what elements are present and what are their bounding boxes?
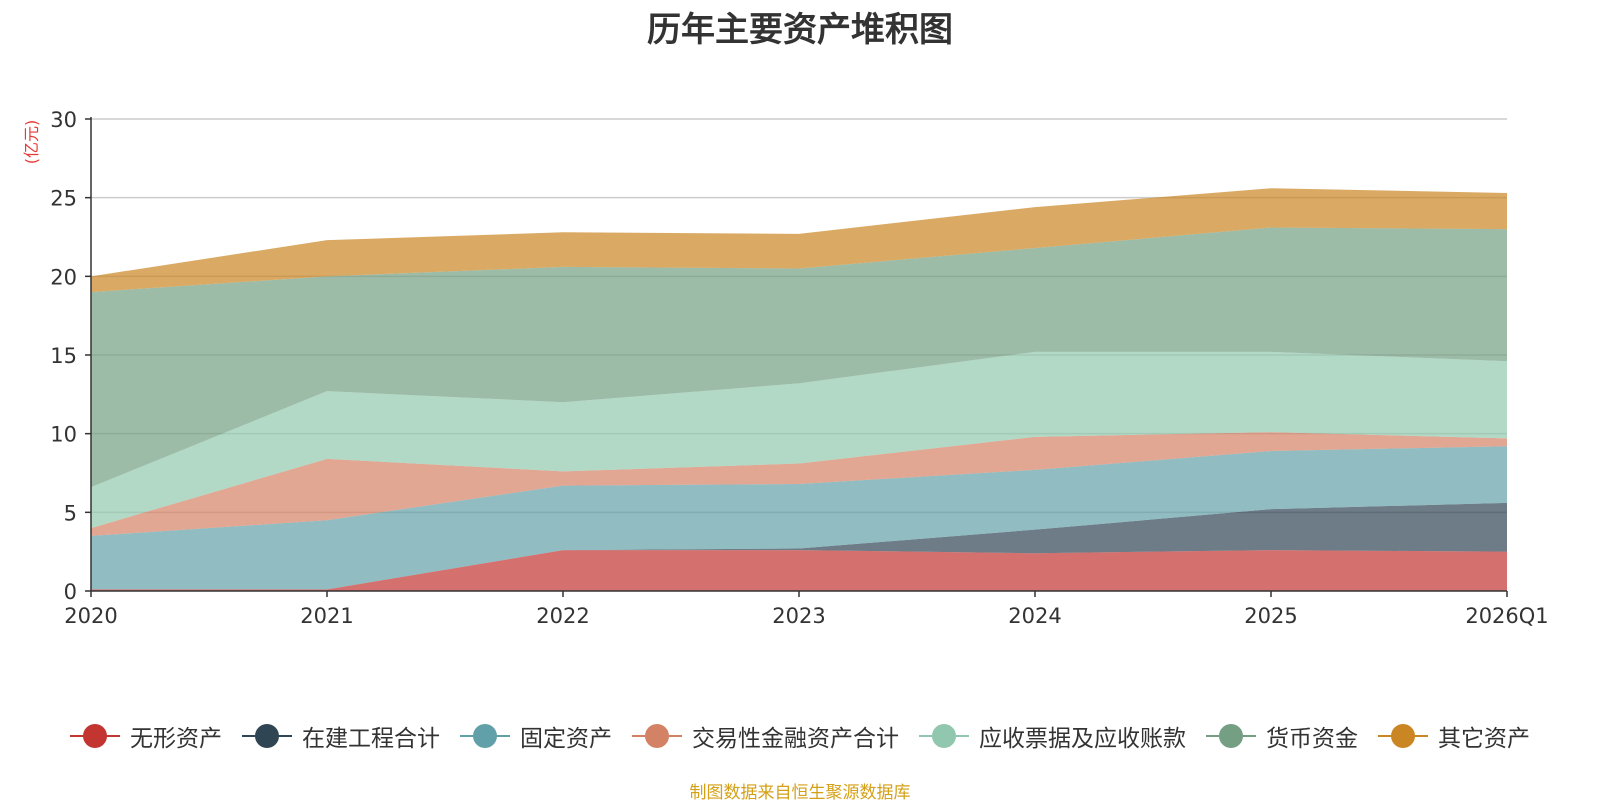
x-tick-label: 2024 (1008, 604, 1061, 628)
x-tick-label: 2026Q1 (1465, 604, 1548, 628)
y-tick-label: 20 (50, 265, 77, 289)
y-tick-label: 0 (64, 580, 77, 604)
area-series-2[interactable] (91, 446, 1507, 590)
legend-marker-icon (632, 724, 682, 748)
area-series-6[interactable] (91, 188, 1507, 293)
y-tick-label: 30 (50, 108, 77, 132)
legend-item-6[interactable]: 其它资产 (1378, 719, 1530, 753)
source-note: 制图数据来自恒生聚源数据库 (689, 783, 911, 803)
legend-label: 在建工程合计 (302, 726, 440, 752)
legend-label: 应收票据及应收账款 (979, 726, 1186, 752)
area-series-3[interactable] (91, 432, 1507, 536)
x-tick-label: 2021 (300, 604, 353, 628)
legend-item-0[interactable]: 无形资产 (70, 719, 222, 753)
legend-item-2[interactable]: 固定资产 (460, 719, 612, 753)
legend-label: 货币资金 (1266, 726, 1358, 752)
area-series-5[interactable] (91, 227, 1507, 488)
legend-item-1[interactable]: 在建工程合计 (242, 719, 440, 753)
series-areas (91, 188, 1507, 591)
legend-label: 其它资产 (1438, 726, 1530, 752)
x-tick-label: 2022 (536, 604, 589, 628)
legend-label: 交易性金融资产合计 (692, 726, 899, 752)
x-tick-label: 2020 (64, 604, 117, 628)
legend-marker-icon (919, 724, 969, 748)
area-series-0[interactable] (91, 550, 1507, 591)
y-tick-label: 10 (50, 423, 77, 447)
legend-marker-icon (1378, 724, 1428, 748)
chart-title: 历年主要资产堆积图 (647, 10, 953, 50)
legend-label: 无形资产 (130, 726, 222, 752)
legend-label: 固定资产 (520, 726, 612, 752)
legend-marker-icon (70, 724, 120, 748)
legend-marker-icon (460, 724, 510, 748)
y-tick-label: 15 (50, 344, 77, 368)
y-tick-label: 5 (64, 501, 77, 525)
legend-item-3[interactable]: 交易性金融资产合计 (632, 719, 899, 753)
area-series-1[interactable] (91, 502, 1507, 590)
legend: 无形资产 在建工程合计 固定资产 交易性金融资产合计 应收票据及应收账款 货币资金 其它资产 (0, 718, 1600, 754)
legend-item-4[interactable]: 应收票据及应收账款 (919, 719, 1186, 753)
y-axis-unit-label: (亿元) (22, 120, 41, 165)
y-tick-label: 25 (50, 187, 77, 211)
legend-item-5[interactable]: 货币资金 (1206, 719, 1358, 753)
x-tick-label: 2023 (772, 604, 825, 628)
area-series-4[interactable] (91, 351, 1507, 529)
legend-marker-icon (1206, 724, 1256, 748)
x-tick-label: 2025 (1244, 604, 1297, 628)
legend-marker-icon (242, 724, 292, 748)
